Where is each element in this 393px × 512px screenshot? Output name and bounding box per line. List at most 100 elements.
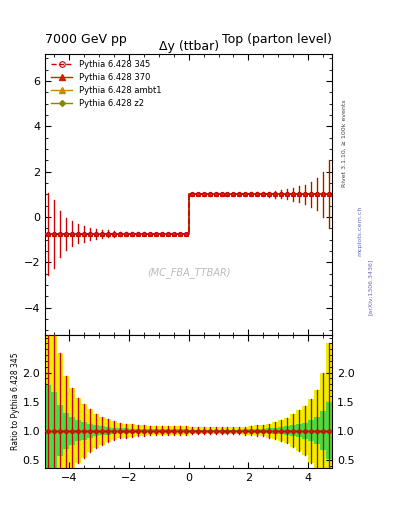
Bar	[63, 376, 69, 468]
Bar	[141, 425, 147, 436]
Bar	[207, 430, 213, 432]
Text: [arXiv:1306.3436]: [arXiv:1306.3436]	[367, 259, 373, 315]
Bar	[159, 429, 165, 432]
Bar	[260, 429, 266, 433]
Bar	[248, 426, 254, 435]
Bar	[57, 405, 63, 456]
Text: mcplots.cern.ch: mcplots.cern.ch	[358, 205, 363, 255]
Bar	[153, 426, 159, 435]
Bar	[308, 420, 314, 441]
Legend: Pythia 6.428 345, Pythia 6.428 370, Pythia 6.428 ambt1, Pythia 6.428 z2: Pythia 6.428 345, Pythia 6.428 370, Pyth…	[48, 56, 165, 112]
Bar	[75, 398, 81, 463]
Bar	[254, 429, 261, 433]
Bar	[51, 392, 57, 468]
Bar	[135, 429, 141, 433]
Bar	[320, 373, 326, 468]
Bar	[272, 422, 278, 439]
Bar	[165, 429, 171, 432]
Bar	[314, 390, 320, 468]
Bar	[308, 399, 314, 463]
Bar	[135, 425, 141, 436]
Bar	[200, 427, 207, 434]
Bar	[230, 427, 237, 434]
Bar	[248, 429, 254, 432]
Bar	[290, 425, 296, 436]
Bar	[129, 429, 135, 433]
Bar	[242, 426, 248, 435]
Text: 7000 GeV pp: 7000 GeV pp	[45, 33, 127, 46]
Bar	[117, 428, 123, 433]
Bar	[320, 412, 326, 450]
Bar	[105, 419, 111, 442]
Bar	[296, 424, 302, 437]
Bar	[266, 424, 272, 438]
Y-axis label: Ratio to Pythia 6.428 345: Ratio to Pythia 6.428 345	[11, 353, 20, 451]
Bar	[177, 426, 183, 435]
Bar	[99, 426, 105, 435]
Bar	[189, 430, 195, 432]
Bar	[57, 353, 63, 468]
Bar	[224, 427, 230, 434]
Bar	[272, 428, 278, 434]
Bar	[290, 414, 296, 447]
Bar	[219, 430, 224, 432]
Bar	[63, 413, 69, 449]
Bar	[51, 335, 57, 468]
Bar	[45, 335, 51, 468]
Bar	[81, 422, 87, 440]
Bar	[141, 429, 147, 433]
Bar	[230, 430, 237, 432]
Bar	[105, 427, 111, 435]
Bar	[171, 426, 177, 435]
Title: Δy (ttbar): Δy (ttbar)	[159, 39, 219, 53]
Bar	[260, 425, 266, 437]
Bar	[147, 426, 153, 435]
Bar	[123, 424, 129, 438]
Bar	[200, 430, 207, 432]
Bar	[296, 410, 302, 451]
Bar	[69, 388, 75, 468]
Bar	[326, 402, 332, 459]
Bar	[213, 430, 219, 432]
Bar	[99, 417, 105, 444]
Bar	[213, 427, 219, 434]
Bar	[117, 423, 123, 438]
Bar	[165, 426, 171, 435]
Bar	[129, 424, 135, 437]
Bar	[219, 427, 224, 434]
Bar	[195, 427, 200, 434]
Bar	[87, 423, 93, 438]
Bar	[159, 426, 165, 435]
Bar	[195, 430, 200, 432]
Bar	[69, 417, 75, 445]
Bar	[75, 420, 81, 441]
Bar	[87, 409, 93, 453]
Bar	[183, 429, 189, 432]
Bar	[278, 420, 284, 441]
Bar	[278, 427, 284, 434]
Bar	[177, 429, 183, 432]
Bar	[284, 418, 290, 443]
Bar	[111, 428, 117, 434]
Bar	[224, 430, 230, 432]
Bar	[93, 414, 99, 447]
Bar	[314, 417, 320, 444]
Text: (MC_FBA_TTBAR): (MC_FBA_TTBAR)	[147, 267, 230, 279]
Bar	[111, 421, 117, 440]
Bar	[237, 430, 242, 432]
Bar	[266, 429, 272, 433]
Bar	[242, 430, 248, 432]
Bar	[153, 429, 159, 432]
Bar	[284, 426, 290, 435]
Bar	[207, 427, 213, 434]
Bar	[45, 385, 51, 468]
Bar	[123, 429, 129, 433]
Bar	[254, 425, 261, 436]
Bar	[93, 425, 99, 436]
Bar	[302, 422, 308, 439]
Bar	[147, 429, 153, 432]
Bar	[189, 427, 195, 434]
Text: Top (parton level): Top (parton level)	[222, 33, 332, 46]
Text: Rivet 3.1.10, ≥ 100k events: Rivet 3.1.10, ≥ 100k events	[342, 99, 347, 187]
Bar	[302, 406, 308, 455]
